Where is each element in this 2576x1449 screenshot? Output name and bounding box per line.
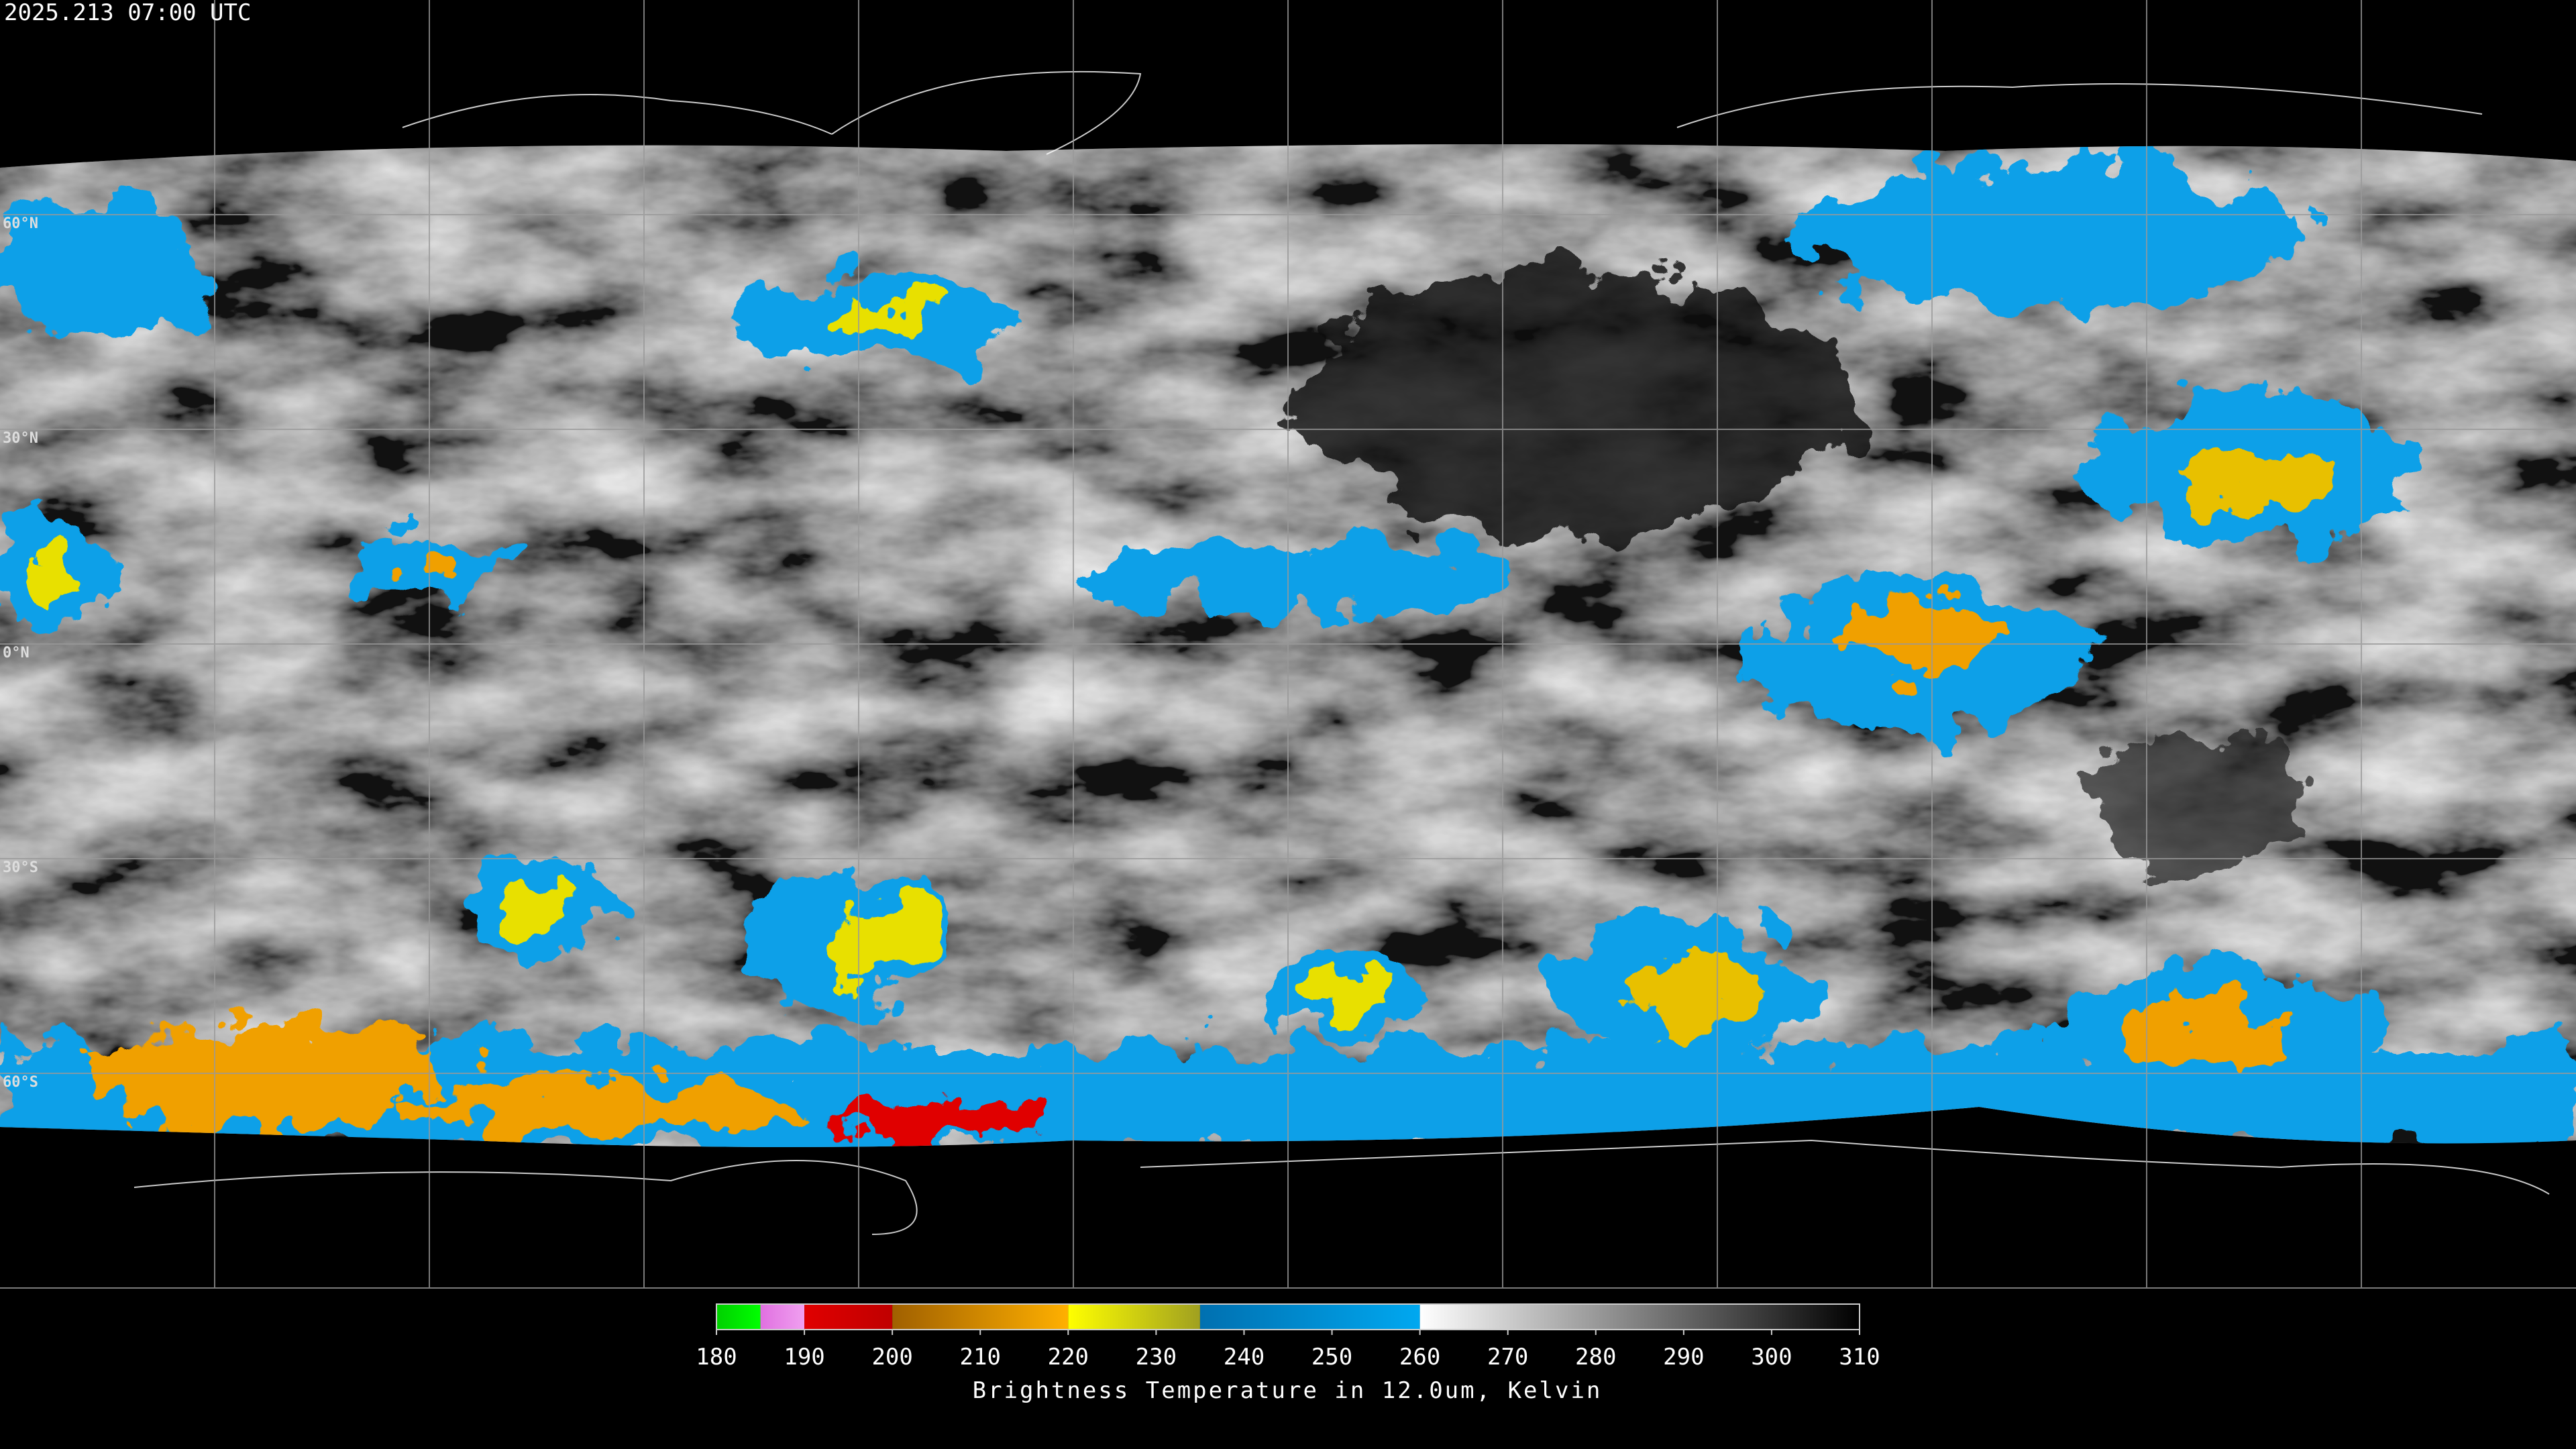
- colorbar-tick-label: 260: [1399, 1344, 1440, 1371]
- colorbar-tick-label: 190: [784, 1344, 824, 1371]
- colorbar-tick-label: 290: [1663, 1344, 1704, 1371]
- colorbar-tick-label: 300: [1751, 1344, 1792, 1371]
- colorbar-tick-label: 180: [696, 1344, 737, 1371]
- colorbar-segment: [1419, 1304, 1860, 1330]
- colorbar-segment: [892, 1304, 1069, 1330]
- colorbar-segment: [1199, 1304, 1420, 1330]
- colorbar-tick-label: 280: [1575, 1344, 1616, 1371]
- colorbar-tick-label: 270: [1487, 1344, 1528, 1371]
- colorbar-tick-label: 220: [1048, 1344, 1089, 1371]
- latitude-labels: 60°N 30°N 0°N 30°S 60°S: [3, 215, 38, 1091]
- colorbar-tick-label: 250: [1311, 1344, 1352, 1371]
- latitude-label: 30°N: [3, 430, 38, 447]
- colorbar-tick-label: 240: [1224, 1344, 1265, 1371]
- colorbar-segment: [1068, 1304, 1200, 1330]
- latitude-label: 60°S: [3, 1074, 38, 1091]
- colorbar-segment: [760, 1304, 805, 1330]
- colorbar: 180 190 200 210 220 230 240 250 260 270 280 290 300 3…: [696, 1303, 1880, 1371]
- colorbar-label: Brightness Temperature in 12.0um, Kelvin: [973, 1377, 1603, 1404]
- colorbar-segment: [716, 1304, 761, 1330]
- colorbar-tick-label: 310: [1839, 1344, 1880, 1371]
- colorbar-segment: [804, 1304, 893, 1330]
- colorbar-tick-label: 230: [1136, 1344, 1177, 1371]
- coastlines: [133, 70, 2550, 1235]
- timestamp: 2025.213 07:00 UTC: [4, 0, 251, 26]
- graticule: [0, 0, 2576, 1289]
- latitude-label: 30°S: [3, 859, 38, 876]
- colorbar-tick-label: 210: [960, 1344, 1001, 1371]
- colorbar-frame: [716, 1303, 1860, 1330]
- colorbar-tick-label: 200: [871, 1344, 912, 1371]
- latitude-label: 0°N: [3, 645, 30, 661]
- latitude-label: 60°N: [3, 215, 38, 232]
